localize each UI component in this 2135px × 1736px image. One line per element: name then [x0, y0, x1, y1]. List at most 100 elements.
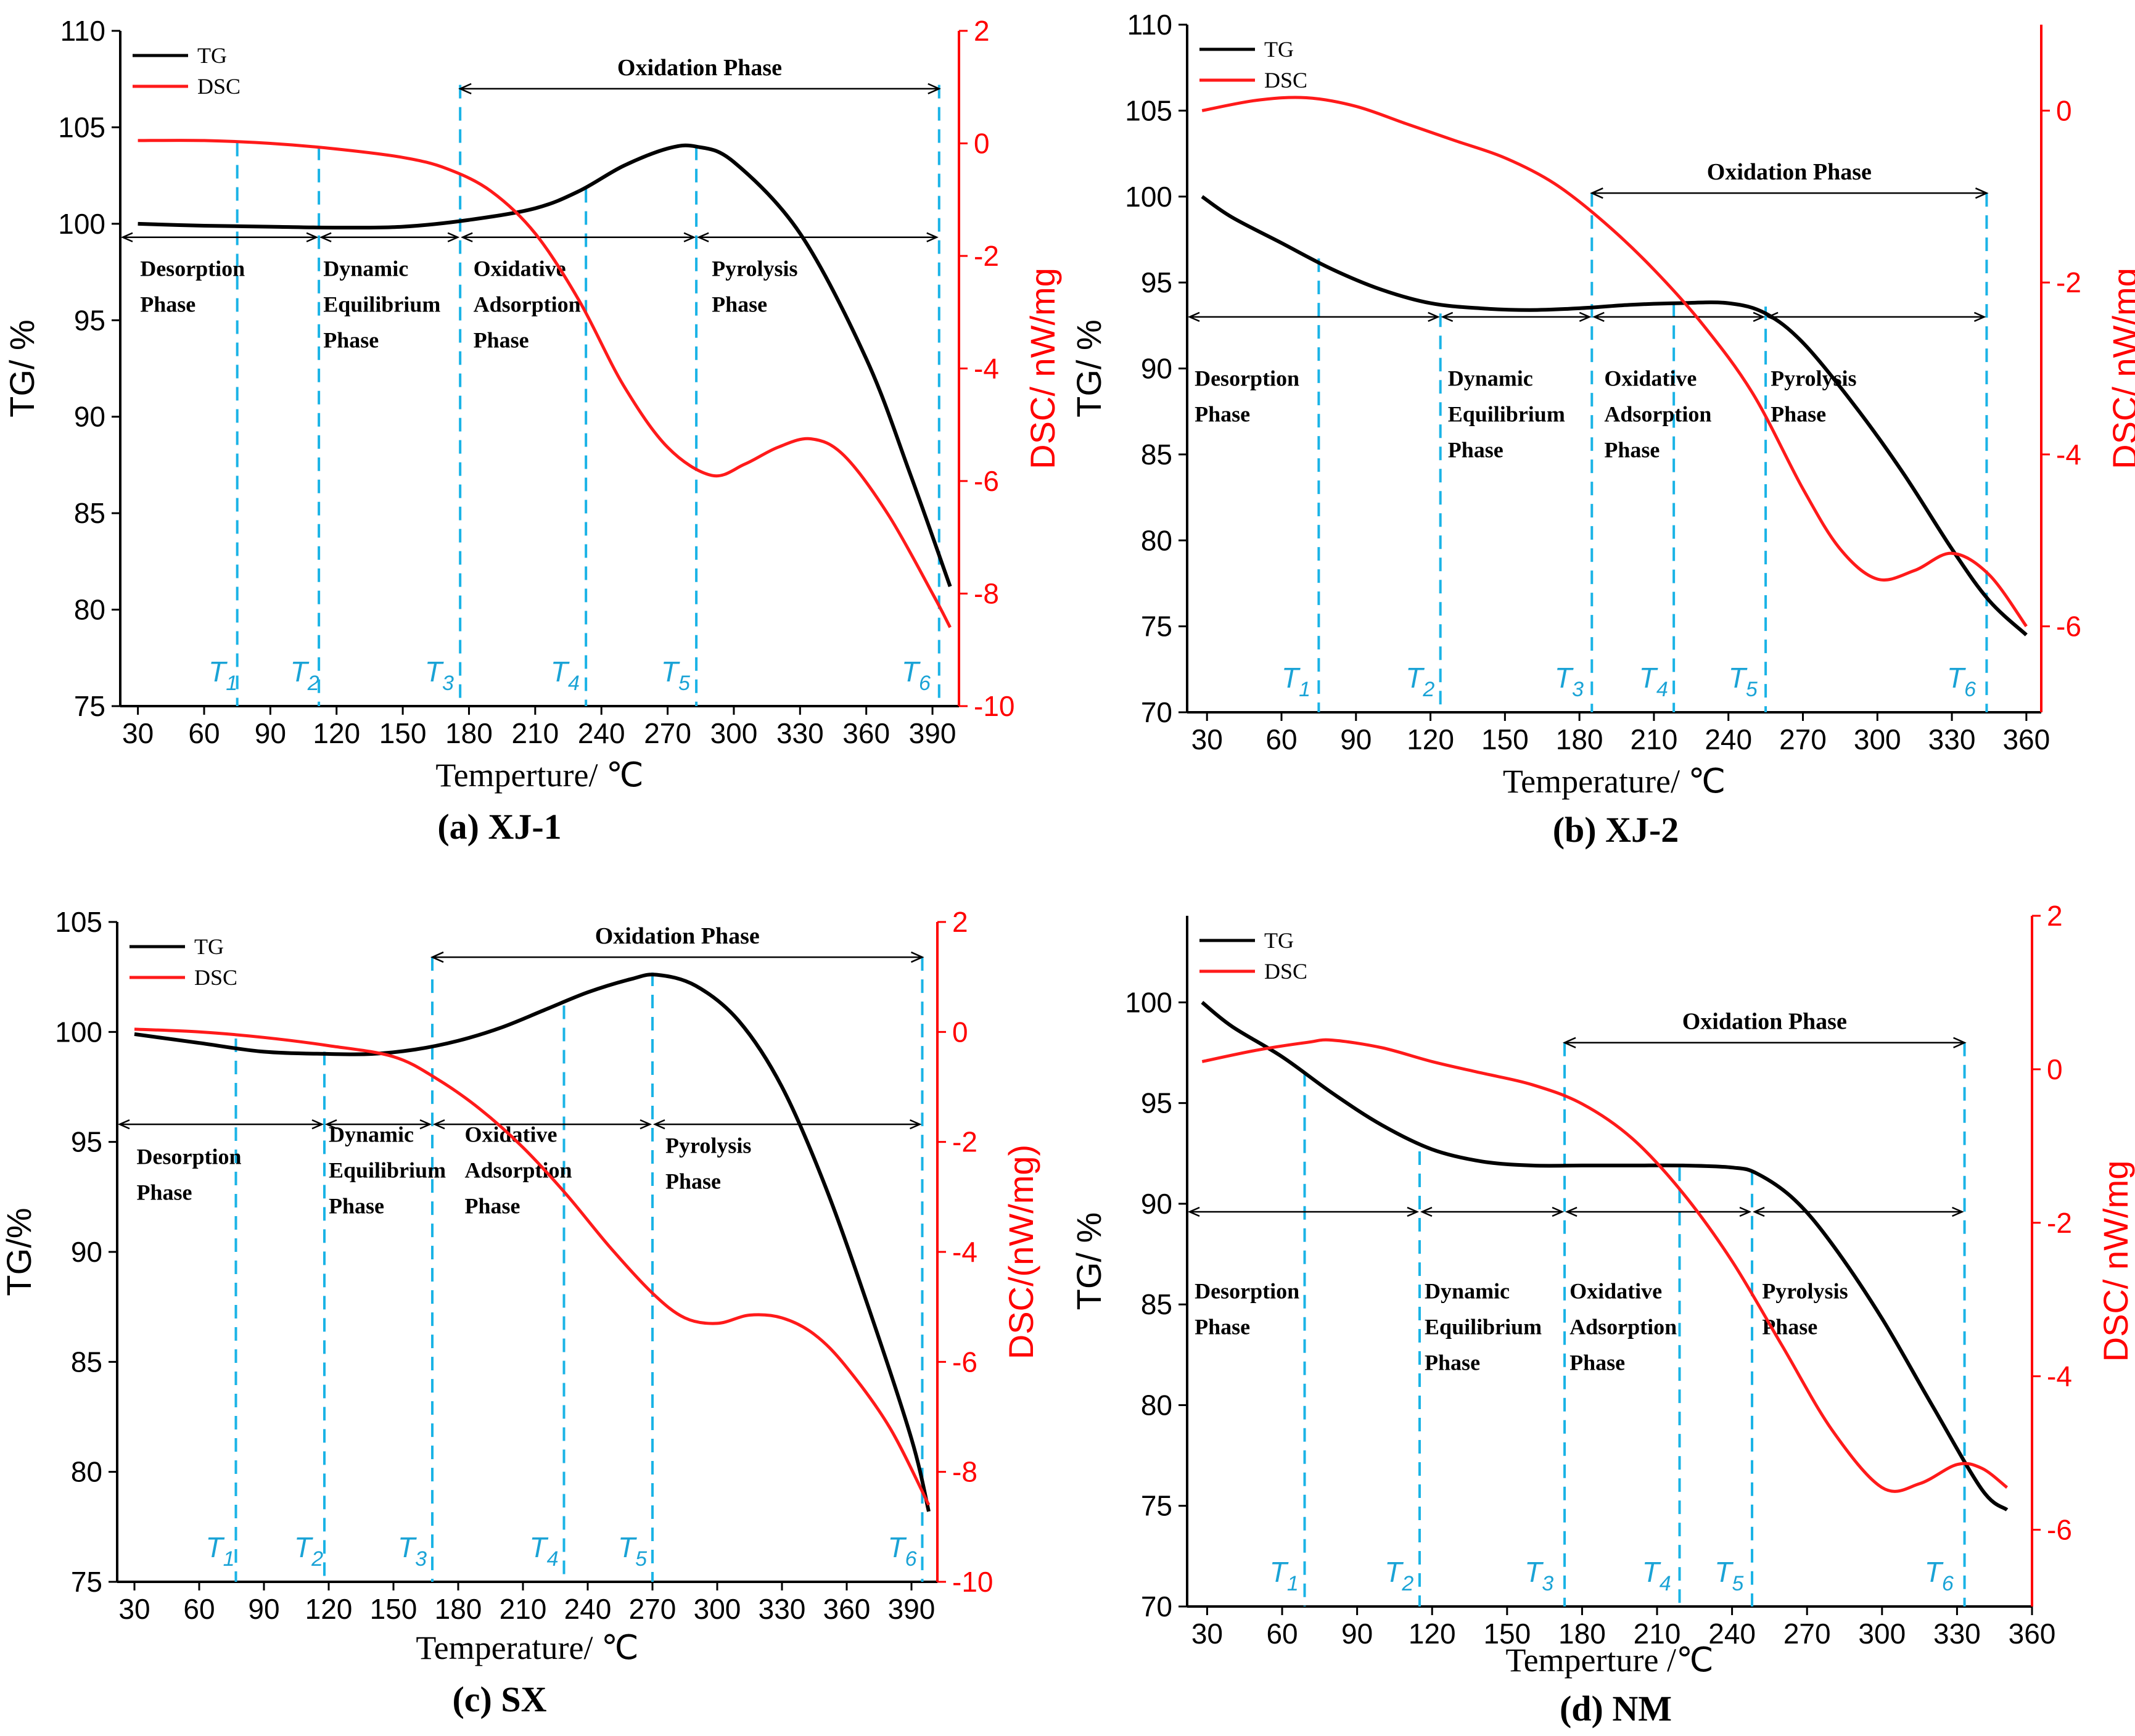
y-left-tick-label: 110	[60, 15, 105, 47]
phase-label-line: Phase	[1448, 437, 1504, 462]
arrowhead	[432, 1119, 445, 1130]
y-left-tick-label: 105	[1125, 94, 1172, 126]
t-marker-subscript: 6	[905, 1547, 917, 1571]
t-marker-name: T	[1281, 662, 1301, 694]
y-right-tick-label: -8	[952, 1456, 977, 1488]
y-left-tick-label: 75	[71, 1566, 102, 1598]
x-tick-label: 150	[1481, 723, 1529, 755]
x-tick-label: 270	[629, 1593, 677, 1625]
t-marker-name: T	[888, 1531, 907, 1563]
t-marker-subscript: 1	[223, 1547, 235, 1571]
arrowhead	[1975, 187, 1989, 199]
legend-tg-label: TG	[1264, 928, 1294, 953]
arrowhead	[311, 1119, 324, 1130]
phase-label: Pyrolysis Phase	[712, 256, 797, 316]
x-tick-label: 270	[1779, 723, 1827, 755]
x-tick-label: 120	[1409, 1618, 1456, 1650]
arrowhead	[1579, 311, 1592, 323]
t-marker-label: T1	[208, 656, 237, 695]
phase-label-line: Phase	[1195, 401, 1250, 426]
arrowhead	[910, 951, 924, 963]
y-right-tick-label: -2	[974, 240, 999, 272]
dsc-curve	[138, 139, 952, 628]
y-right-tick-label: -8	[974, 578, 999, 610]
phase-label-line: Phase	[1195, 1314, 1250, 1339]
x-tick-label: 300	[1854, 723, 1901, 755]
phase-label: Dynamic Equilibrium Phase	[1425, 1278, 1542, 1375]
panel-sx: 30 60 90 120 150 180 210 240 270 300 330 360 3907580…	[0, 906, 1040, 1719]
y-left-tick-label: 75	[74, 690, 105, 722]
x-tick-label: 180	[435, 1593, 482, 1625]
t-marker-subscript: 6	[919, 672, 931, 695]
arrowhead	[1739, 1206, 1752, 1217]
oxidation-phase-label: Oxidation Phase	[595, 923, 760, 949]
phase-label-line: Dynamic	[329, 1122, 414, 1147]
x-tick-label: 90	[1340, 723, 1372, 755]
t-marker-label: T6	[888, 1531, 917, 1571]
phase-label-line: Phase	[140, 292, 195, 316]
arrowhead	[120, 232, 133, 242]
t-marker-name: T	[1405, 662, 1425, 694]
t-marker-label: T3	[398, 1531, 427, 1571]
t-marker-name: T	[1270, 1556, 1289, 1588]
arrowhead	[652, 1119, 665, 1130]
y-left-tick-label: 100	[1125, 986, 1172, 1018]
x-tick-label: 210	[1634, 1618, 1681, 1650]
y-right-axis-label: DSC/ nW/mg	[1023, 268, 1062, 469]
phase-label: Oxidative Adsorption Phase	[1569, 1278, 1677, 1375]
legend-tg-label: TG	[194, 934, 224, 959]
legend-tg-label: TG	[1264, 37, 1294, 62]
y-left-tick-label: 75	[1141, 611, 1172, 643]
panel-caption: (d) NM	[1560, 1689, 1672, 1729]
arrowhead	[419, 1119, 432, 1130]
arrowhead	[909, 1119, 922, 1130]
t-marker-subscript: 1	[1299, 678, 1310, 701]
t-marker-subscript: 6	[1942, 1572, 1954, 1595]
t-marker-label: T2	[1405, 662, 1434, 701]
x-tick-label: 390	[888, 1593, 936, 1625]
y-left-tick-label: 90	[1141, 1188, 1172, 1220]
arrowhead	[640, 1119, 652, 1130]
t-marker-name: T	[425, 656, 444, 688]
t-marker-name: T	[294, 1531, 313, 1563]
t-marker-label: T2	[1384, 1556, 1413, 1595]
tg-curve	[1201, 195, 2028, 636]
y-left-tick-label: 85	[71, 1346, 102, 1378]
arrowhead	[926, 232, 939, 242]
arrowhead	[117, 1119, 130, 1130]
phase-label-line: Equilibrium	[1448, 401, 1565, 426]
x-tick-label: 330	[759, 1593, 806, 1625]
t-marker-name: T	[208, 656, 228, 688]
x-tick-label: 240	[1708, 1618, 1756, 1650]
x-tick-label: 30	[122, 717, 154, 749]
t-marker-name: T	[398, 1531, 417, 1563]
t-marker-name: T	[1639, 662, 1658, 694]
phase-label-line: Phase	[712, 292, 767, 316]
y-right-tick-label: 2	[952, 906, 968, 938]
x-tick-label: 330	[776, 717, 824, 749]
t-marker-subscript: 4	[568, 672, 580, 695]
t-marker-name: T	[1714, 1556, 1734, 1588]
t-marker-label: T4	[530, 1531, 559, 1571]
y-left-tick-label: 70	[1141, 1590, 1172, 1623]
y-right-axis-label: DSC/ nW/mg	[2096, 1161, 2135, 1362]
y-left-tick-label: 105	[58, 111, 105, 143]
legend-dsc-label: DSC	[1264, 68, 1307, 93]
phase-label: Desorption Phase	[1195, 366, 1299, 426]
t-marker-label: T5	[1714, 1556, 1743, 1595]
phase-label-line: Phase	[329, 1194, 384, 1219]
t-marker-label: T3	[425, 656, 454, 695]
phase-label-line: Pyrolysis	[1771, 366, 1856, 390]
y-right-tick-label: -2	[2047, 1207, 2072, 1239]
y-right-tick-label: 0	[2047, 1053, 2063, 1085]
arrowhead	[458, 83, 472, 94]
arrowhead	[1420, 1206, 1433, 1217]
x-tick-label: 360	[842, 717, 890, 749]
y-right-tick-label: -4	[2047, 1360, 2072, 1393]
y-right-tick-label: -2	[2056, 266, 2081, 298]
arrowhead	[1590, 187, 1603, 199]
t-marker-name: T	[661, 656, 680, 688]
y-right-axis-label: DSC/ nW/mg	[2105, 268, 2135, 469]
y-left-tick-label: 105	[55, 906, 102, 938]
